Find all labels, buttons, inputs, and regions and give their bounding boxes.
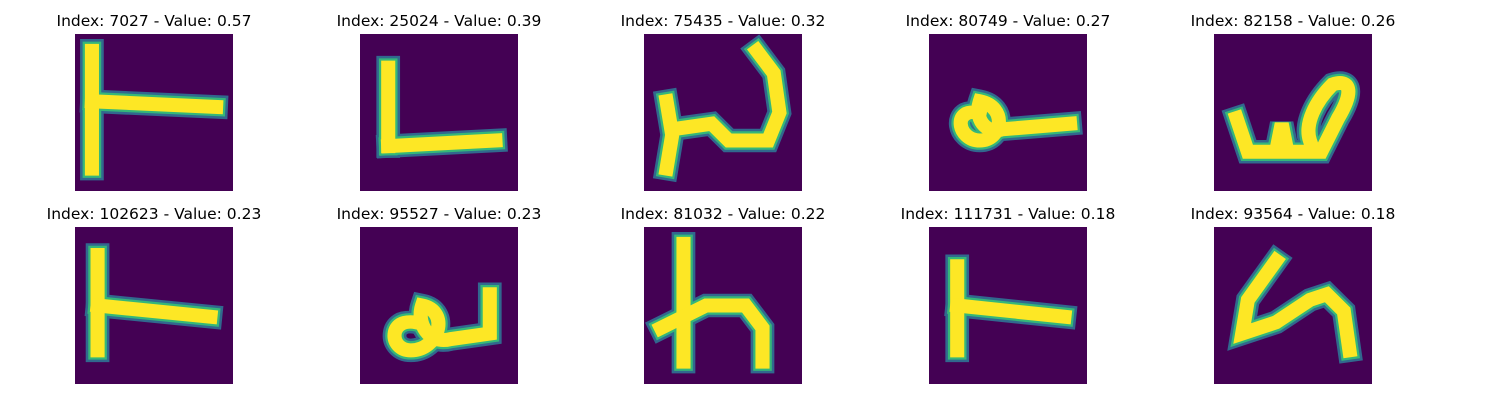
panel-title: Index: 82158 - Value: 0.26 <box>1190 12 1396 30</box>
glyph-image <box>644 34 802 191</box>
panel-title: Index: 7027 - Value: 0.57 <box>56 12 252 30</box>
glyph-image <box>1214 227 1372 384</box>
glyph-image <box>360 34 518 191</box>
panel-title: Index: 25024 - Value: 0.39 <box>336 12 542 30</box>
glyph-stroke <box>953 93 1078 148</box>
glyph-image <box>75 227 233 384</box>
image-panel: Index: 80749 - Value: 0.27 <box>878 12 1138 202</box>
glyph-image <box>75 34 233 191</box>
image-panel: Index: 7027 - Value: 0.57 <box>24 12 284 202</box>
glyph-stroke <box>1227 76 1356 159</box>
glyph-stroke <box>84 93 224 115</box>
glyph-image <box>929 34 1087 191</box>
panel-title: Index: 93564 - Value: 0.18 <box>1190 205 1396 223</box>
glyph-image <box>929 227 1087 384</box>
image-panel: Index: 102623 - Value: 0.23 <box>24 205 284 395</box>
panel-title: Index: 95527 - Value: 0.23 <box>336 205 542 223</box>
image-panel: Index: 111731 - Value: 0.18 <box>878 205 1138 395</box>
glyph-image <box>360 227 518 384</box>
glyph-stroke <box>380 133 503 154</box>
panel-title: Index: 111731 - Value: 0.18 <box>900 205 1116 223</box>
image-panel: Index: 95527 - Value: 0.23 <box>309 205 569 395</box>
image-panel: Index: 93564 - Value: 0.18 <box>1163 205 1423 395</box>
glyph-stroke <box>1233 250 1358 359</box>
glyph-stroke <box>651 298 770 369</box>
panel-title: Index: 81032 - Value: 0.22 <box>620 205 826 223</box>
glyph-stroke <box>949 297 1073 325</box>
glyph-image <box>1214 34 1372 191</box>
glyph-stroke <box>387 287 497 358</box>
glyph-stroke <box>89 297 219 325</box>
image-panel: Index: 82158 - Value: 0.26 <box>1163 12 1423 202</box>
image-panel: Index: 81032 - Value: 0.22 <box>593 205 853 395</box>
glyph-image <box>644 227 802 384</box>
glyph-stroke <box>658 41 787 177</box>
image-panel: Index: 25024 - Value: 0.39 <box>309 12 569 202</box>
panel-title: Index: 102623 - Value: 0.23 <box>46 205 262 223</box>
panel-title: Index: 80749 - Value: 0.27 <box>905 12 1111 30</box>
panel-title: Index: 75435 - Value: 0.32 <box>620 12 826 30</box>
image-panel: Index: 75435 - Value: 0.32 <box>593 12 853 202</box>
